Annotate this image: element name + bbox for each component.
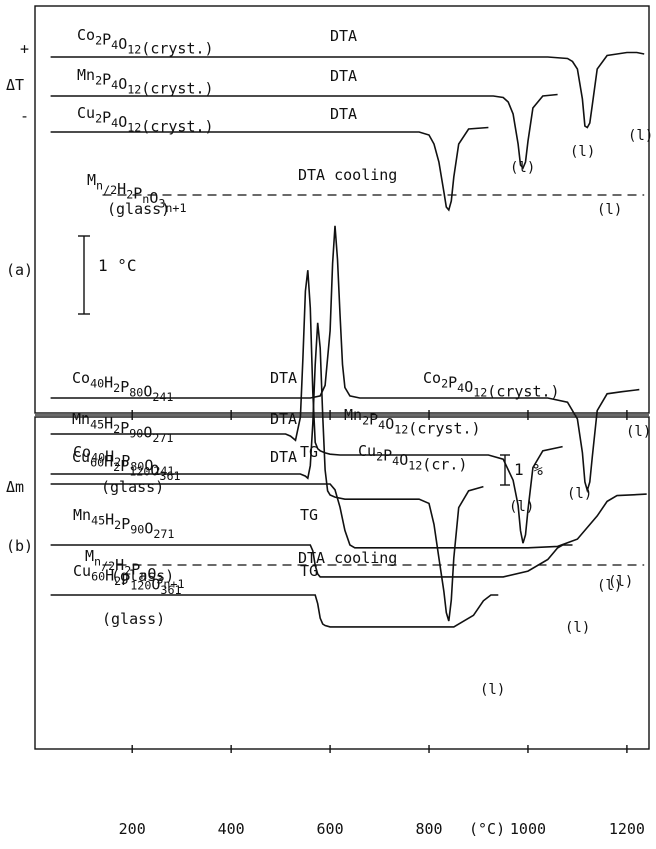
panel-b-frame <box>34 416 650 750</box>
glass-method-label: DTA <box>270 369 297 387</box>
delta-m-label: Δm <box>6 478 24 496</box>
melting-peak-label: (l) <box>570 144 595 160</box>
glass-sample-label: (glass) <box>101 478 164 496</box>
glass-curve-label: Cu60H2P120O361 <box>72 448 181 483</box>
tg-method-label: TG <box>300 506 318 524</box>
crystallization-product-label: Co2P4O12(cryst.) <box>423 369 560 401</box>
x-tick-label: 1200 <box>609 820 645 838</box>
x-tick-label: 600 <box>317 820 344 838</box>
delta-t-plus: + <box>20 40 29 58</box>
tg-curve-label: Co40H2P80O241 <box>73 443 174 478</box>
scale-label-1pct: 1 % <box>514 460 543 479</box>
tg-method-label: TG <box>300 443 318 461</box>
glass-dta-curve-2 <box>50 270 563 544</box>
crystal-curve-label: Co2P4O12(cryst.) <box>77 26 214 58</box>
crystallization-product-label: Cu2P4O12(cr.) <box>358 442 467 474</box>
panel-a-label: (a) <box>6 261 33 279</box>
delta-t-minus: - <box>20 107 29 125</box>
panel-b-label: (b) <box>6 537 33 555</box>
glass-method-label: DTA <box>270 410 297 428</box>
x-unit-label: (°C) <box>469 820 505 838</box>
glass-curve-label: Mn45H2P90O271 <box>72 410 173 445</box>
melting-peak-label: (l) <box>567 486 592 502</box>
tg-peak-label: (l) <box>608 574 633 590</box>
tg-curve-label: Cu60H2P120O361 <box>73 562 182 597</box>
tg-curve-1 <box>50 483 647 549</box>
melting-peak-label: (l) <box>510 160 535 176</box>
x-tick-label: 200 <box>119 820 146 838</box>
tg-curve-3 <box>50 594 499 628</box>
tg-curve-2 <box>50 544 573 578</box>
tg-curve-label: Mn45H2P90O271 <box>73 506 174 541</box>
curves-layer <box>50 51 647 628</box>
tg-method-label: TG <box>300 562 318 580</box>
crystal-curve-label: Mn2P4O12(cryst.) <box>77 66 214 98</box>
cooling-glass-label: (glass) <box>107 200 170 218</box>
x-tick-label: 800 <box>415 820 442 838</box>
cooling-peak-label: (l) <box>597 578 622 594</box>
x-tick-label: 1000 <box>510 820 546 838</box>
cooling-method-label: DTA cooling <box>298 166 397 184</box>
tg-glass-label: (glass) <box>102 610 165 628</box>
cooling-glass-label: (glass) <box>111 567 174 585</box>
delta-t-label: ΔT <box>6 76 24 94</box>
melting-peak-label: (l) <box>626 424 651 440</box>
crystal-dta-curve-3 <box>50 126 489 212</box>
x-tick-label: 400 <box>218 820 245 838</box>
glass-method-label: DTA <box>270 448 297 466</box>
melting-peak-label: (l) <box>628 128 653 144</box>
crystal-method-label: DTA <box>330 67 357 85</box>
labels-layer: Co2P4O12(cryst.) DTA (l) Mn2P4O12(cryst.) DT… <box>72 26 653 698</box>
cooling-method-label: DTA cooling <box>298 549 397 567</box>
crystal-method-label: DTA <box>330 105 357 123</box>
crystal-curve-label: Cu2P4O12(cryst.) <box>77 104 214 136</box>
glass-dta-curve-3 <box>50 322 484 622</box>
panel-a-frame <box>34 5 650 414</box>
tg-peak-label: (l) <box>480 682 505 698</box>
melting-peak-label: (l) <box>509 499 534 515</box>
cooling-curve-label: Mn/2H2PnO3n+1 <box>85 547 185 591</box>
crystallization-product-label: Mn2P4O12(cryst.) <box>344 406 481 438</box>
tg-peak-label: (l) <box>565 620 590 636</box>
glass-curve-label: Co40H2P80O241 <box>72 369 173 404</box>
scale-label-1c: 1 °C <box>98 256 137 275</box>
cooling-curve-label: Mn/2H2PnO3n+1 <box>87 171 187 215</box>
glass-dta-curve-1 <box>50 225 640 494</box>
crystal-dta-curve-2 <box>50 93 558 170</box>
x-axis: 200 400 600 800 1000 1200 <box>119 410 645 838</box>
cooling-peak-label: (l) <box>597 202 622 218</box>
crystal-method-label: DTA <box>330 27 357 45</box>
crystal-dta-curve-1 <box>50 51 645 129</box>
